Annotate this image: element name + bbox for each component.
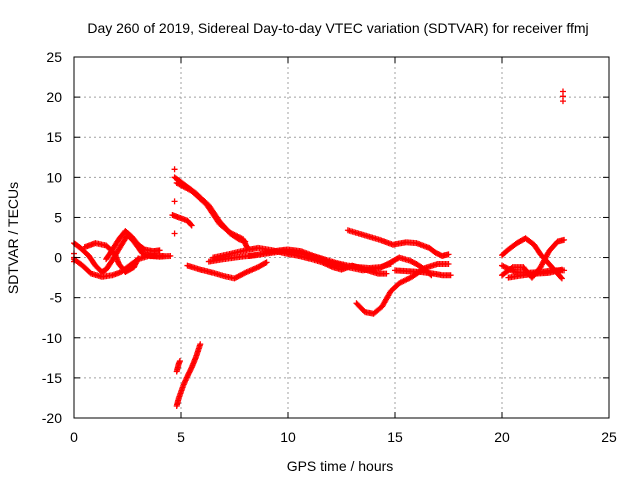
- data-point: [135, 255, 142, 262]
- series-arc-16: [173, 358, 183, 375]
- x-tick-label: 15: [387, 429, 403, 445]
- data-point: [383, 270, 390, 277]
- data-point: [263, 259, 270, 266]
- data-point: [171, 198, 178, 205]
- data-point: [176, 358, 183, 365]
- series-arc-6: [173, 179, 251, 251]
- x-tick-label: 20: [494, 429, 510, 445]
- data-point: [240, 270, 247, 277]
- series-arc-20: [505, 266, 565, 281]
- series-arc-11: [246, 248, 435, 279]
- y-tick-label: 20: [46, 89, 62, 105]
- y-tick-label: 15: [46, 129, 62, 145]
- y-tick-label: -20: [42, 410, 62, 426]
- data-point: [187, 221, 194, 228]
- series-arc-7: [169, 212, 195, 229]
- y-tick-label: 25: [46, 49, 62, 65]
- series-isolated: [71, 88, 566, 265]
- data-point: [156, 247, 163, 254]
- data-point: [447, 272, 454, 279]
- x-tick-label: 5: [177, 429, 185, 445]
- data-point: [558, 266, 565, 273]
- y-tick-label: 5: [54, 209, 62, 225]
- data-point: [445, 260, 452, 267]
- data-point: [262, 260, 269, 267]
- data-point: [558, 275, 565, 282]
- data-point: [171, 166, 178, 173]
- y-tick-label: -10: [42, 330, 62, 346]
- y-tick-label: 10: [46, 169, 62, 185]
- series-arc-3: [81, 240, 142, 275]
- series-arc-13: [353, 260, 452, 317]
- data-point: [557, 274, 564, 281]
- data-point: [167, 252, 174, 259]
- tick-labels: 0 5 10 15 20 25 -20 -15 -10 -5 0 5 10 15 20 25: [42, 49, 617, 445]
- series-arc-15: [173, 341, 204, 409]
- series-arc-12: [344, 227, 452, 259]
- plot-frame: [73, 56, 610, 419]
- data-point: [188, 222, 195, 229]
- x-tick-label: 10: [280, 429, 296, 445]
- y-tick-label: -5: [50, 290, 63, 306]
- data-point: [445, 251, 452, 258]
- series-arc-2: [71, 252, 174, 280]
- series-arc-4: [103, 228, 163, 263]
- x-tick-label: 25: [601, 429, 617, 445]
- series-arc-8: [184, 259, 270, 282]
- data-point: [171, 230, 178, 237]
- data-point: [561, 236, 568, 243]
- y-tick-label: 0: [54, 250, 62, 266]
- x-tick-label: 0: [70, 429, 78, 445]
- series-arc-14: [392, 267, 454, 279]
- chart-title: Day 260 of 2019, Sidereal Day-to-day VTE…: [87, 20, 588, 36]
- grid: [74, 57, 609, 418]
- x-axis-label: GPS time / hours: [287, 458, 394, 474]
- y-axis-label: SDTVAR / TECUs: [5, 182, 21, 294]
- data-point: [559, 98, 566, 105]
- data-layer: [71, 88, 568, 409]
- y-tick-label: -15: [42, 370, 62, 386]
- ticks: [73, 56, 610, 419]
- data-point: [197, 341, 204, 348]
